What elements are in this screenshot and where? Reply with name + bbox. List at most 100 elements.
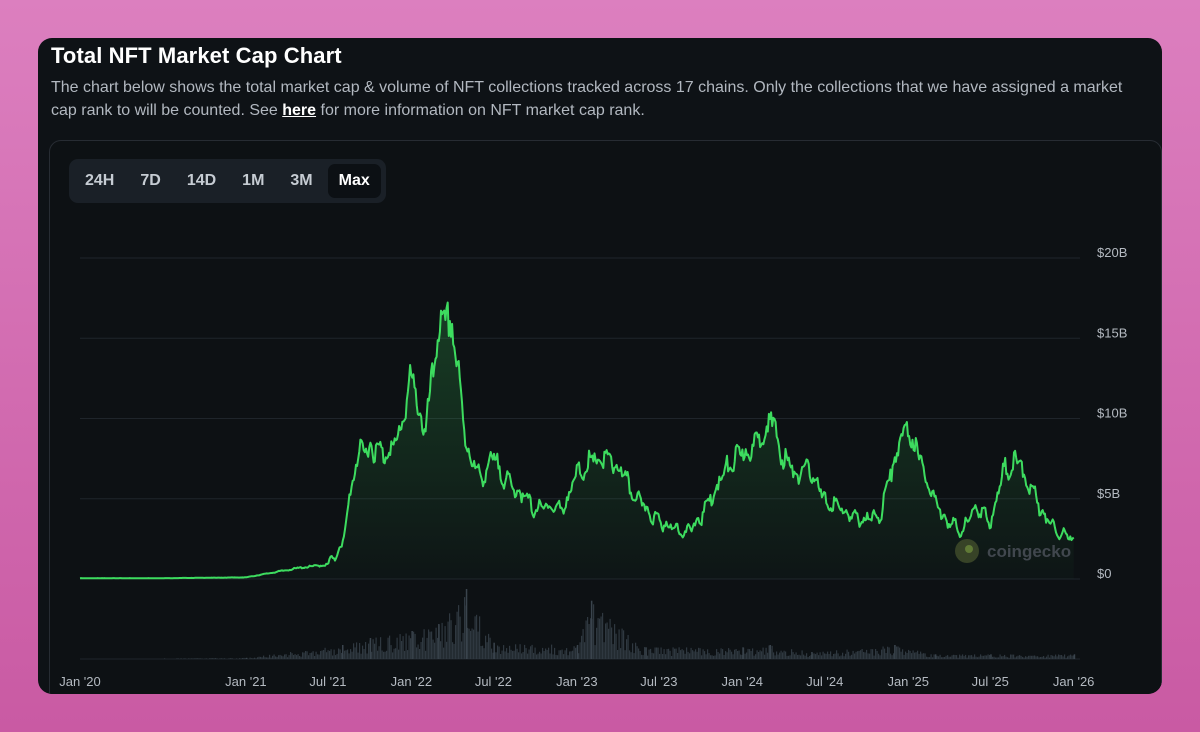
volume-bar bbox=[809, 656, 811, 659]
volume-bar bbox=[563, 654, 565, 659]
volume-bar bbox=[447, 621, 449, 659]
volume-bar bbox=[971, 655, 973, 659]
tab-1m[interactable]: 1M bbox=[242, 172, 265, 189]
market-cap-point bbox=[478, 478, 481, 481]
volume-bar bbox=[663, 649, 665, 659]
volume-bar bbox=[281, 655, 283, 659]
volume-bar bbox=[944, 657, 946, 659]
volume-bar bbox=[876, 651, 878, 659]
volume-bar bbox=[288, 655, 290, 659]
volume-bar bbox=[738, 650, 740, 659]
volume-bar bbox=[639, 651, 641, 659]
volume-bar bbox=[992, 656, 994, 659]
volume-bar bbox=[584, 642, 586, 659]
volume-point bbox=[894, 645, 896, 659]
tab-7d[interactable]: 7D bbox=[140, 172, 161, 189]
volume-bar bbox=[723, 655, 725, 659]
volume-bar bbox=[1008, 657, 1010, 659]
volume-bar bbox=[363, 649, 365, 659]
volume-bar bbox=[533, 652, 535, 659]
volume-bar bbox=[365, 642, 367, 659]
tab-24h[interactable]: 24H bbox=[85, 172, 115, 189]
volume-bar bbox=[197, 658, 199, 659]
volume-bar bbox=[1035, 656, 1037, 659]
rank-info-link[interactable]: here bbox=[282, 102, 317, 119]
market-cap-point bbox=[437, 329, 440, 332]
volume-bar bbox=[965, 654, 967, 659]
volume-bar bbox=[324, 647, 326, 659]
volume-bar bbox=[671, 656, 673, 659]
volume-bar bbox=[548, 647, 550, 659]
volume-bar bbox=[312, 651, 314, 659]
volume-bar bbox=[794, 654, 796, 659]
volume-bar bbox=[255, 658, 257, 659]
market-cap-point bbox=[685, 531, 688, 534]
volume-bar bbox=[845, 653, 847, 659]
volume-bar bbox=[641, 654, 643, 659]
volume-bar bbox=[833, 654, 835, 659]
volume-bar bbox=[579, 642, 581, 659]
volume-bar bbox=[321, 650, 323, 659]
volume-bar bbox=[1004, 654, 1006, 659]
volume-bar bbox=[516, 648, 518, 659]
volume-bar bbox=[713, 655, 715, 659]
market-cap-point bbox=[602, 457, 605, 460]
market-cap-point bbox=[326, 563, 329, 566]
volume-bar bbox=[620, 648, 622, 659]
volume-bar bbox=[201, 658, 203, 659]
market-cap-point bbox=[1058, 531, 1061, 534]
volume-bar bbox=[638, 648, 640, 659]
market-cap-point bbox=[1030, 489, 1033, 492]
volume-bar bbox=[1061, 655, 1063, 659]
volume-bar bbox=[486, 642, 488, 659]
volume-bar bbox=[345, 650, 347, 659]
volume-bar bbox=[470, 630, 472, 659]
tab-max[interactable]: Max bbox=[327, 164, 381, 198]
volume-bar bbox=[762, 647, 764, 659]
volume-bar bbox=[984, 655, 986, 659]
volume-point bbox=[369, 638, 372, 659]
volume-bar bbox=[483, 648, 485, 659]
market-cap-point bbox=[782, 457, 785, 460]
volume-bar bbox=[896, 646, 898, 659]
volume-bar bbox=[627, 635, 629, 659]
volume-bar bbox=[978, 656, 980, 659]
volume-point bbox=[342, 645, 344, 659]
market-cap-point bbox=[796, 473, 799, 476]
volume-bar bbox=[905, 651, 907, 659]
market-cap-chart[interactable]: $0 $5B $10B $15B $20B Jan '20 Jan '21 Jul '21 Ja… bbox=[50, 141, 1161, 694]
volume-bar bbox=[522, 652, 524, 659]
volume-bar bbox=[1052, 655, 1054, 659]
chart-description: The chart below shows the total market c… bbox=[51, 76, 1146, 122]
tab-14d[interactable]: 14D bbox=[186, 172, 217, 189]
volume-bar bbox=[587, 617, 589, 659]
volume-bar bbox=[386, 650, 388, 659]
volume-bar bbox=[852, 650, 854, 659]
volume-bar bbox=[899, 647, 901, 659]
volume-bar bbox=[680, 650, 682, 659]
volume-bar bbox=[594, 645, 596, 659]
volume-bar bbox=[266, 657, 268, 659]
volume-point bbox=[934, 654, 937, 659]
volume-bar bbox=[330, 649, 332, 659]
volume-bar bbox=[932, 657, 934, 659]
volume-bar bbox=[776, 651, 778, 659]
description-text-before: The chart below shows the total market c… bbox=[51, 79, 1123, 119]
volume-bar bbox=[981, 655, 983, 659]
volume-bar bbox=[264, 657, 266, 659]
volume-bar bbox=[416, 647, 418, 659]
x-tick-label: Jan '20 bbox=[59, 674, 101, 689]
volume-bar bbox=[744, 653, 746, 659]
volume-bar bbox=[243, 657, 245, 659]
volume-bar bbox=[801, 650, 803, 659]
volume-bar bbox=[536, 654, 538, 659]
volume-bar bbox=[756, 650, 758, 659]
volume-bar bbox=[323, 650, 325, 659]
tab-3m[interactable]: 3M bbox=[290, 172, 313, 189]
volume-bar bbox=[408, 635, 410, 659]
market-cap-point bbox=[921, 465, 924, 468]
market-cap-point bbox=[671, 526, 674, 529]
volume-bar bbox=[593, 604, 595, 659]
market-cap-point bbox=[341, 545, 344, 548]
volume-point bbox=[645, 647, 647, 659]
